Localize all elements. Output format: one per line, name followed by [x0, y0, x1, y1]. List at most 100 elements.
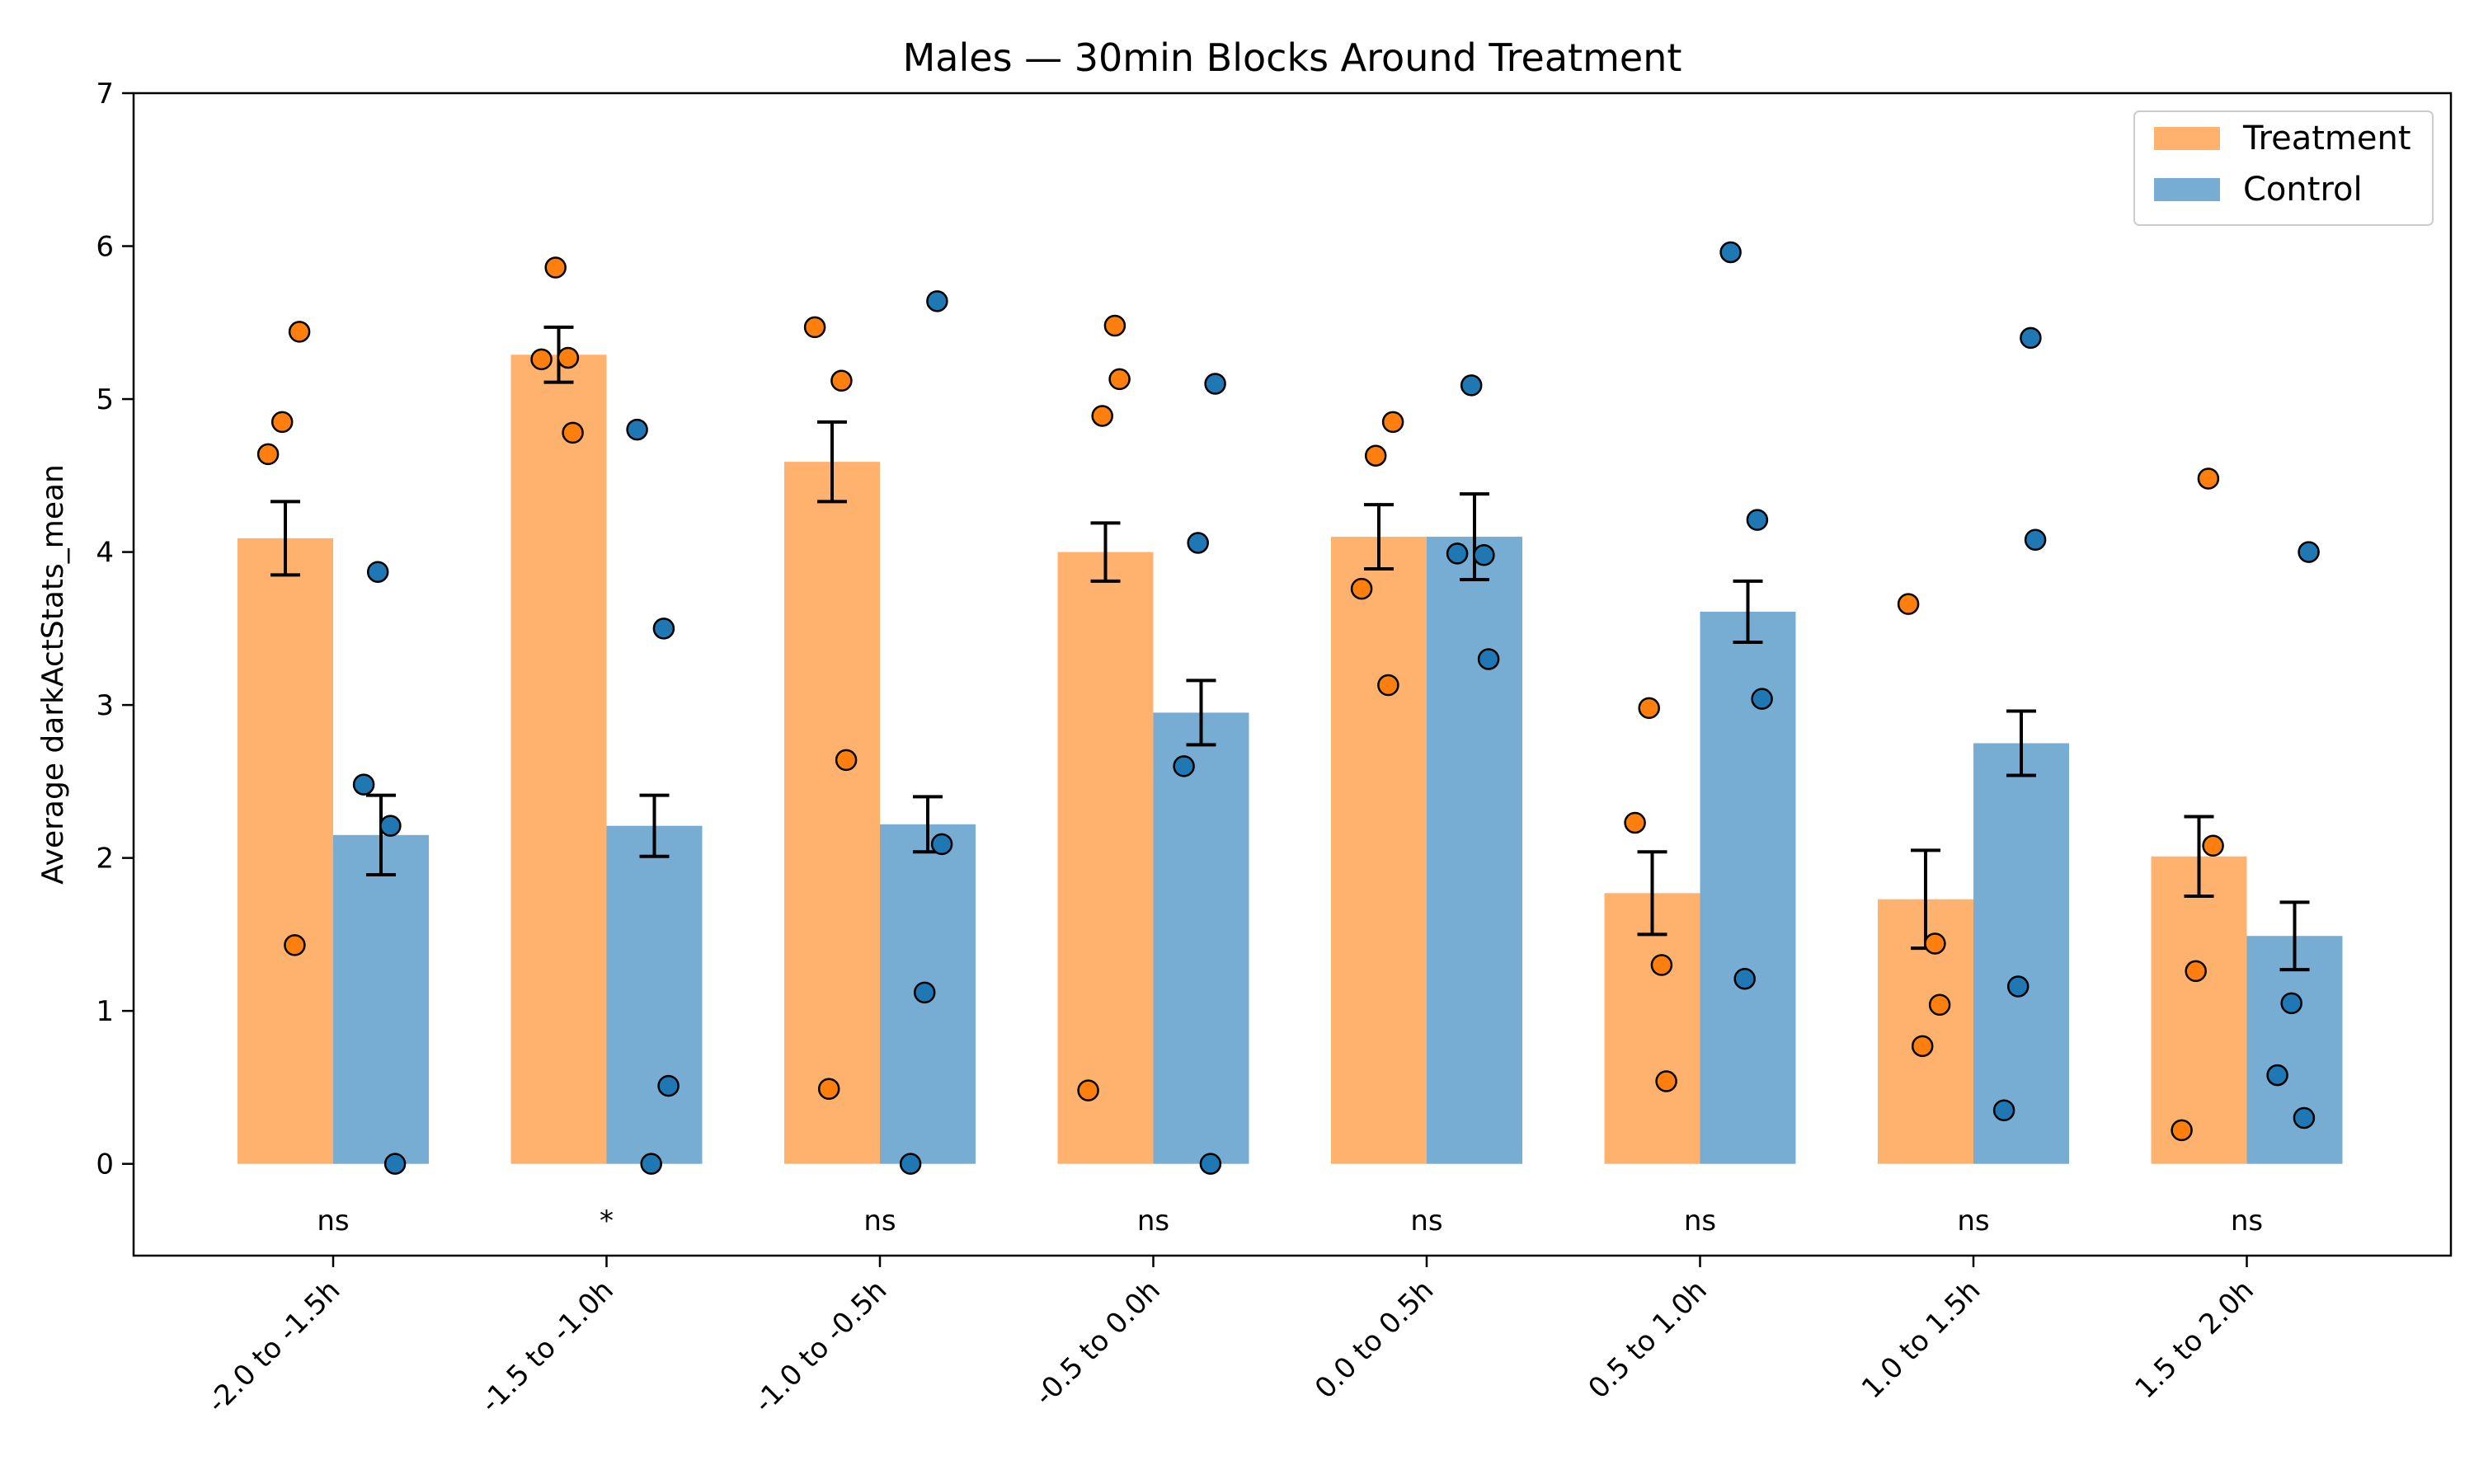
data-point-control — [1746, 509, 1769, 531]
data-point-control — [2298, 541, 2320, 563]
error-bar — [2184, 815, 2214, 899]
data-point-control — [2280, 992, 2302, 1015]
significance-label: * — [600, 1205, 614, 1237]
data-point-treatment — [1091, 405, 1113, 427]
data-point-control — [640, 1153, 662, 1175]
bar-control — [606, 825, 703, 1164]
error-bar — [1637, 850, 1667, 937]
data-point-control — [2293, 1106, 2316, 1129]
data-point-control — [652, 618, 675, 640]
data-point-treatment — [2171, 1119, 2193, 1142]
error-bar — [2279, 900, 2310, 972]
data-point-control — [2020, 326, 2042, 350]
data-point-treatment — [1924, 932, 1946, 955]
data-point-control — [1187, 532, 1209, 554]
data-points-layer — [256, 241, 2320, 1175]
data-point-control — [379, 815, 402, 837]
error-bar — [2006, 709, 2036, 777]
bar-control — [1153, 712, 1249, 1164]
bar-treatment — [2151, 856, 2247, 1164]
bars-layer — [238, 355, 2343, 1164]
error-bar — [817, 420, 847, 504]
data-point-treatment — [1911, 1035, 1934, 1058]
data-point-treatment — [270, 411, 294, 434]
error-bar — [1364, 503, 1394, 571]
data-point-treatment — [1077, 1079, 1099, 1101]
data-point-control — [657, 1074, 680, 1097]
bar-treatment — [510, 355, 607, 1164]
plot-frame — [132, 92, 2453, 1257]
data-point-control — [366, 561, 389, 583]
data-point-treatment — [1364, 444, 1387, 467]
data-point-control — [1446, 542, 1469, 565]
data-point-treatment — [1381, 411, 1404, 434]
bar-treatment — [1604, 893, 1700, 1164]
data-point-control — [1473, 544, 1495, 566]
data-point-treatment — [835, 749, 858, 772]
significance-label: ns — [1410, 1205, 1442, 1237]
legend: Treatment Control — [2133, 110, 2434, 226]
data-point-treatment — [1928, 993, 1951, 1016]
bar-control — [1973, 743, 2069, 1164]
significance-label: ns — [2231, 1205, 2263, 1237]
data-point-treatment — [2197, 467, 2220, 490]
significance-label: ns — [1957, 1205, 1989, 1237]
y-axis-ticks: 0 1 2 3 4 5 6 7 — [96, 77, 134, 1181]
data-point-control — [1733, 967, 1756, 990]
bar-treatment — [238, 538, 333, 1164]
significance-labels: ns * ns ns ns ns ns ns — [317, 1205, 2263, 1237]
bar-control — [1427, 537, 1522, 1164]
data-point-treatment — [544, 256, 567, 279]
error-bar — [1186, 679, 1216, 747]
data-point-treatment — [1377, 674, 1399, 697]
y-tick-label: 2 — [96, 843, 114, 876]
data-point-treatment — [557, 346, 580, 369]
significance-label: ns — [1137, 1205, 1169, 1237]
bar-control — [333, 834, 429, 1164]
data-point-treatment — [1624, 811, 1646, 834]
data-point-treatment — [1103, 314, 1126, 337]
legend-swatch-treatment — [2154, 127, 2220, 150]
error-bar — [1460, 492, 1489, 581]
data-point-treatment — [1638, 697, 1660, 720]
bar-treatment — [1331, 537, 1427, 1164]
data-point-control — [899, 1153, 922, 1175]
data-point-control — [383, 1153, 407, 1175]
error-bar — [1090, 521, 1121, 583]
data-point-control — [1199, 1153, 1222, 1175]
bar-control — [1700, 611, 1796, 1164]
legend-swatch-control — [2154, 178, 2220, 201]
data-point-control — [2024, 528, 2047, 551]
data-point-treatment — [1350, 577, 1373, 600]
data-point-treatment — [530, 348, 553, 371]
data-point-control — [1173, 755, 1195, 777]
data-point-treatment — [256, 443, 280, 466]
data-point-control — [2266, 1064, 2288, 1087]
significance-label: ns — [863, 1205, 896, 1237]
bar-control — [2246, 936, 2343, 1164]
error-bar — [366, 793, 396, 877]
bar-treatment — [1057, 552, 1154, 1164]
y-tick-label: 0 — [96, 1148, 114, 1181]
data-point-control — [913, 981, 936, 1004]
data-point-control — [1204, 373, 1226, 395]
data-point-treatment — [562, 421, 584, 444]
data-point-treatment — [2185, 960, 2207, 983]
data-point-control — [1751, 688, 1773, 710]
error-bars-layer — [270, 325, 2310, 972]
y-tick-label: 3 — [96, 689, 114, 722]
data-point-treatment — [2202, 834, 2224, 857]
data-point-control — [926, 290, 948, 312]
y-tick-label: 4 — [96, 537, 114, 570]
data-point-control — [1992, 1099, 2015, 1121]
data-point-treatment — [288, 321, 311, 343]
significance-label: ns — [1684, 1205, 1716, 1237]
error-bar — [1733, 579, 1763, 645]
y-axis-label: Average darkActStats_mean — [36, 464, 70, 885]
error-bar — [270, 500, 300, 577]
data-point-control — [1460, 374, 1483, 397]
chart-title: Males — 30min Blocks Around Treatment — [903, 35, 1682, 80]
data-point-treatment — [817, 1078, 840, 1101]
data-point-control — [1477, 648, 1500, 670]
